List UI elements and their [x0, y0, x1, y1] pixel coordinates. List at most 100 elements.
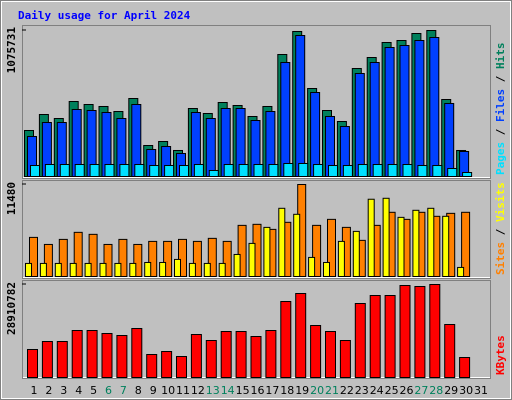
- bar: [268, 164, 279, 178]
- bar: [313, 164, 324, 178]
- bar: [58, 238, 68, 278]
- legend-separator: /: [494, 69, 507, 89]
- bar: [84, 262, 92, 278]
- bar: [25, 262, 32, 278]
- bar: [248, 242, 256, 277]
- bar: [298, 162, 309, 177]
- bar: [432, 165, 443, 178]
- bar: [203, 262, 211, 278]
- bar: [429, 36, 440, 178]
- legend: Sites / Visits: [494, 182, 507, 275]
- bar: [339, 340, 351, 378]
- bar: [382, 197, 390, 277]
- legend: Pages / Files / Hits: [494, 43, 507, 176]
- bar: [352, 230, 360, 277]
- bar: [148, 240, 158, 277]
- bar: [283, 162, 294, 177]
- bar: [325, 331, 336, 378]
- x-tick-label: 12: [191, 384, 205, 397]
- bar: [188, 262, 196, 278]
- bar: [163, 240, 173, 277]
- bar: [218, 262, 226, 278]
- x-tick-label: 2: [45, 384, 52, 397]
- x-tick-label: 4: [75, 384, 82, 397]
- bar: [399, 45, 410, 177]
- bar: [104, 164, 115, 178]
- bar: [73, 231, 83, 277]
- legend-separator: /: [494, 222, 507, 242]
- bar: [207, 237, 217, 277]
- bar: [265, 330, 277, 379]
- bar: [44, 164, 55, 178]
- x-tick-label: 14: [221, 384, 235, 397]
- x-tick-label: 25: [385, 384, 399, 397]
- bar: [337, 240, 345, 277]
- x-tick-label: 26: [400, 384, 414, 397]
- x-tick-label: 21: [325, 384, 339, 397]
- bar: [114, 262, 122, 278]
- bar: [190, 334, 202, 378]
- bar: [442, 215, 450, 278]
- bar: [220, 331, 232, 378]
- bar: [238, 164, 249, 178]
- x-tick-label: 3: [60, 384, 67, 397]
- x-tick-label: 13: [206, 384, 220, 397]
- bar: [41, 341, 53, 378]
- bar: [27, 349, 38, 378]
- bar: [103, 243, 113, 277]
- bar: [310, 325, 322, 378]
- bar: [342, 165, 353, 178]
- bar: [205, 340, 217, 378]
- bar: [144, 261, 152, 278]
- bar: [134, 164, 145, 178]
- bar: [59, 164, 70, 178]
- legend-entry: Pages: [494, 142, 507, 175]
- bar: [56, 341, 68, 378]
- bar: [461, 211, 471, 277]
- bar: [402, 164, 413, 178]
- bar: [293, 213, 301, 277]
- bar: [101, 333, 113, 378]
- bar: [159, 261, 167, 278]
- bar: [444, 324, 456, 379]
- bar: [118, 238, 128, 278]
- bar: [29, 236, 38, 277]
- legend-entry: Sites: [494, 242, 507, 275]
- bar: [417, 165, 428, 178]
- bar: [99, 262, 107, 278]
- bar: [253, 164, 264, 178]
- bar: [397, 216, 405, 278]
- bar: [354, 303, 366, 378]
- bar: [412, 209, 420, 277]
- bar: [444, 102, 455, 177]
- bar: [133, 243, 143, 277]
- x-tick-label: 6: [105, 384, 112, 397]
- x-tick-label: 7: [120, 384, 127, 397]
- bar: [387, 164, 398, 178]
- legend-entry: Files: [494, 89, 507, 122]
- bar: [208, 170, 219, 177]
- bar: [367, 198, 375, 278]
- bar: [447, 168, 458, 178]
- bar: [295, 293, 307, 379]
- bar: [459, 356, 471, 378]
- y-tick-label: 11480: [5, 182, 18, 215]
- bar: [323, 261, 330, 278]
- x-tick-label: 15: [236, 384, 250, 397]
- bar: [237, 224, 247, 277]
- bar: [39, 262, 47, 278]
- bar: [88, 233, 98, 278]
- x-tick-label: 16: [251, 384, 265, 397]
- x-tick-label: 30: [459, 384, 473, 397]
- bar: [222, 240, 232, 277]
- legend: KBytes: [494, 335, 507, 375]
- x-tick-label: 10: [161, 384, 175, 397]
- x-tick-label: 17: [265, 384, 279, 397]
- x-tick-label: 20: [310, 384, 324, 397]
- x-tick-label: 1: [31, 384, 38, 397]
- bar: [179, 165, 189, 178]
- x-tick-label: 11: [176, 384, 190, 397]
- chart-title: Daily usage for April 2024: [18, 9, 191, 22]
- bar: [295, 34, 306, 177]
